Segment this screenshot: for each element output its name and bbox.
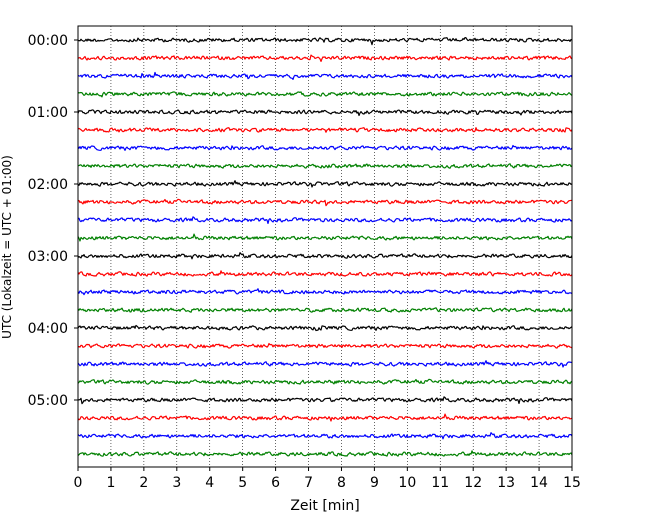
trace-line <box>77 37 573 46</box>
x-tick-label: 2 <box>139 475 148 491</box>
x-tick-label: 1 <box>106 475 115 491</box>
trace-line <box>77 413 573 422</box>
trace-line <box>77 252 573 260</box>
y-axis: 00:00 01:00 02:00 03:00 04:00 05:00 <box>28 33 78 409</box>
x-tick-label: 0 <box>74 475 83 491</box>
x-tick-label: 10 <box>398 475 416 491</box>
plot-frame <box>77 25 573 468</box>
y-tick-label: 04:00 <box>28 321 68 337</box>
y-tick-label: 02:00 <box>28 177 68 193</box>
x-tick-label: 7 <box>304 475 313 491</box>
trace-line <box>77 342 573 349</box>
trace-line <box>77 144 573 151</box>
trace-line <box>77 180 573 188</box>
x-tick-label: 6 <box>271 475 280 491</box>
trace-line <box>77 109 573 117</box>
x-tick-label: 11 <box>431 475 449 491</box>
x-tick-label: 9 <box>370 475 379 491</box>
y-axis-label: UTC (Lokalzeit = UTC + 01:00) <box>0 155 14 339</box>
x-tick-label: 13 <box>497 475 515 491</box>
x-tick-label: 12 <box>464 475 482 491</box>
trace-line <box>77 91 573 98</box>
y-tick-label: 03:00 <box>28 249 68 265</box>
trace-line <box>77 307 573 313</box>
x-tick-label: 14 <box>530 475 548 491</box>
x-tick-label: 5 <box>238 475 247 491</box>
x-tick-label: 3 <box>172 475 181 491</box>
trace-line <box>77 396 573 405</box>
y-tick-label: 00:00 <box>28 33 68 49</box>
trace-line <box>77 163 573 169</box>
x-tick-label: 4 <box>205 475 214 491</box>
y-tick-label: 05:00 <box>28 393 68 409</box>
x-axis: 0 1 2 3 4 5 6 7 8 9 10 11 12 13 14 15 <box>74 467 581 491</box>
trace-line <box>77 233 573 242</box>
trace-line <box>77 270 573 277</box>
trace-line <box>77 450 573 457</box>
trace-line <box>77 71 573 81</box>
trace-line <box>77 216 573 225</box>
trace-line <box>77 54 573 63</box>
trace-line <box>77 432 573 440</box>
trace-line <box>77 360 573 368</box>
y-tick-label: 01:00 <box>28 105 68 121</box>
trace-series <box>77 37 573 457</box>
trace-line <box>77 324 573 332</box>
x-tick-label: 15 <box>563 475 581 491</box>
trace-line <box>77 198 573 207</box>
trace-line <box>77 378 573 385</box>
trace-line <box>77 288 573 296</box>
trace-line <box>77 127 573 133</box>
x-axis-label: Zeit [min] <box>290 498 359 514</box>
x-tick-label: 8 <box>337 475 346 491</box>
